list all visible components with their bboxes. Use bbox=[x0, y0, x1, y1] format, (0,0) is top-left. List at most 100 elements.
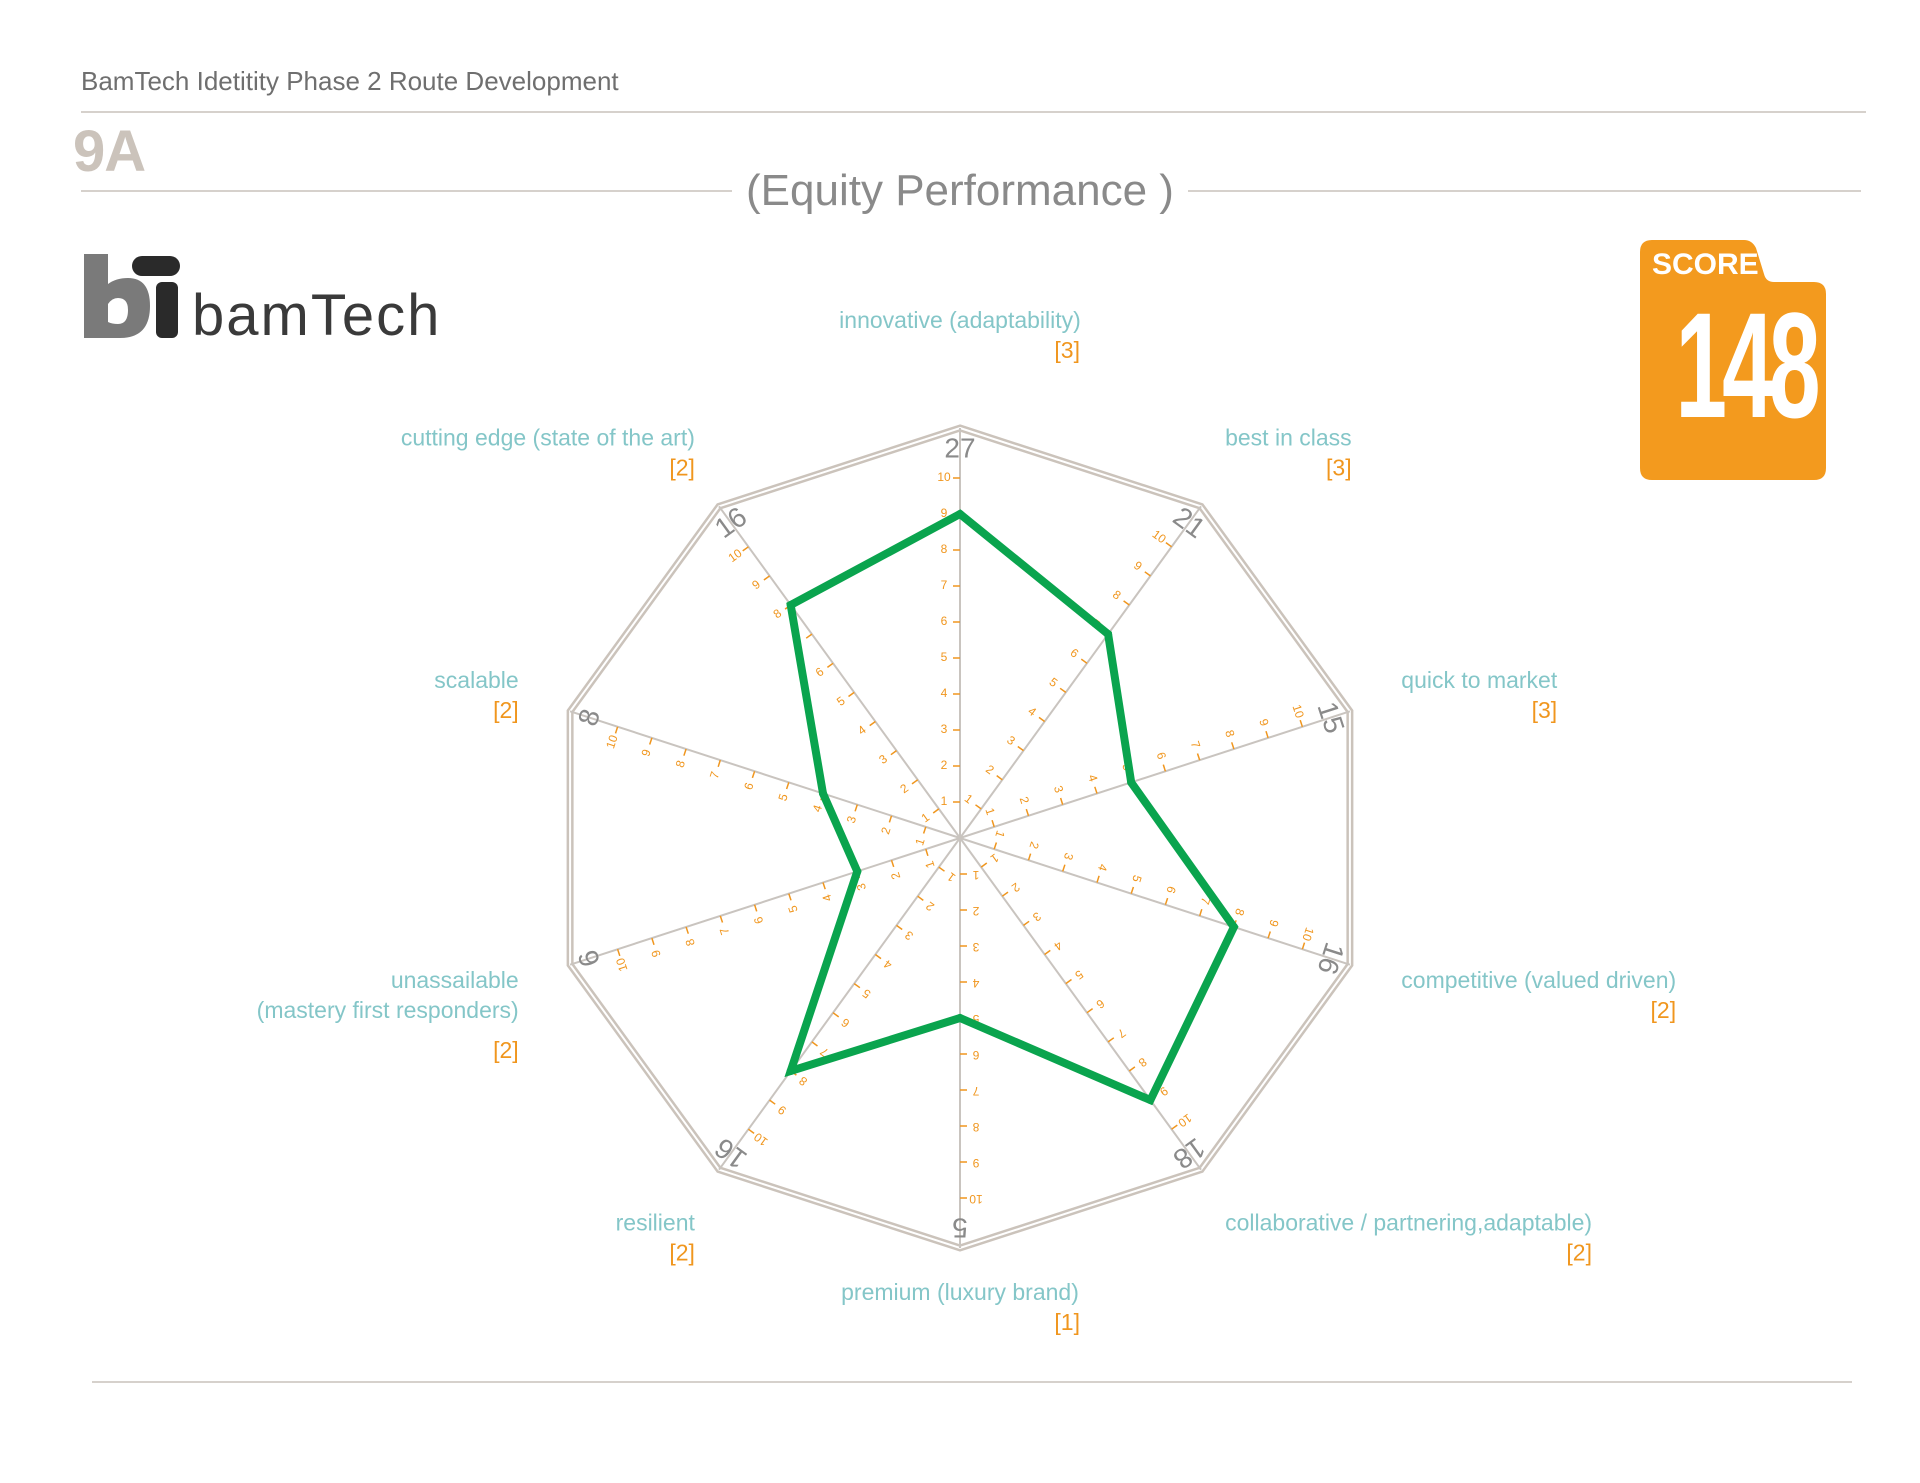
radar-tick-label: 10 bbox=[969, 1192, 983, 1206]
radar-tick-mark bbox=[1144, 571, 1151, 577]
radar-tick-mark bbox=[853, 982, 861, 989]
radar-tick-mark bbox=[1059, 797, 1064, 805]
radar-tick-label: 3 bbox=[854, 881, 869, 892]
radar-tick-label: 6 bbox=[1163, 884, 1178, 895]
radar-axis-line bbox=[718, 837, 961, 1171]
radar-tick-label: 3 bbox=[876, 752, 890, 767]
radar-tick-label: 8 bbox=[1232, 907, 1247, 918]
radar-tick-mark bbox=[811, 1041, 818, 1047]
radar-tick-label: 5 bbox=[972, 1012, 979, 1026]
radar-tick-label: 6 bbox=[813, 664, 827, 679]
radar-axis-name: scalable bbox=[434, 667, 518, 693]
radar-tick-mark bbox=[651, 937, 655, 946]
radar-data-point bbox=[853, 867, 862, 876]
radar-tick-label: 6 bbox=[741, 781, 756, 792]
radar-tick-label: 8 bbox=[972, 1120, 979, 1134]
radar-tick-mark bbox=[747, 1128, 755, 1135]
radar-tick-label: 5 bbox=[1072, 967, 1086, 982]
radar-tick-label: 5 bbox=[1129, 873, 1144, 884]
radar-axis-name: best in class bbox=[1225, 425, 1352, 451]
radar-axis-weight: [3] bbox=[1054, 337, 1080, 363]
radar-tick-mark bbox=[1107, 1037, 1115, 1043]
radar-tick-mark bbox=[1086, 1007, 1094, 1014]
radar-tick-label: 4 bbox=[881, 957, 895, 972]
radar-tick-mark bbox=[1267, 931, 1272, 939]
radar-axis-line bbox=[959, 837, 1351, 966]
radar-tick-mark bbox=[896, 924, 903, 931]
radar-tick-label: 1 bbox=[919, 810, 933, 825]
radar-axis-name: cutting edge (state of the art) bbox=[401, 425, 695, 451]
radar-tick-label: 2 bbox=[897, 781, 911, 796]
radar-tick-label: 4 bbox=[855, 722, 869, 737]
radar-tick-label: 2 bbox=[1017, 795, 1032, 806]
radar-tick-label: 4 bbox=[1025, 704, 1039, 719]
radar-tick-mark bbox=[1017, 745, 1024, 752]
radar-tick-label: 10 bbox=[937, 470, 951, 484]
radar-tick-label: 7 bbox=[717, 926, 732, 937]
radar-tick-mark bbox=[991, 819, 995, 828]
page-id: 9A bbox=[73, 119, 146, 184]
document-title: BamTech Idetitity Phase 2 Route Developm… bbox=[81, 66, 619, 96]
radar-tick-label: 9 bbox=[941, 506, 948, 520]
radar-tick-mark bbox=[805, 633, 813, 639]
radar-tick-mark bbox=[616, 948, 621, 957]
radar-tick-mark bbox=[1038, 716, 1046, 723]
radar-tick-mark bbox=[993, 842, 998, 850]
radar-tick-label: 3 bbox=[1004, 733, 1018, 748]
radar-tick-label: 10 bbox=[603, 733, 621, 750]
radar-tick-mark bbox=[1171, 1124, 1178, 1130]
radar-tick-label: 5 bbox=[834, 693, 848, 708]
radar-tick-label: 9 bbox=[775, 1102, 789, 1117]
chart-title-text: (Equity Performance ) bbox=[732, 166, 1188, 215]
radar-tick-mark bbox=[1299, 719, 1304, 728]
radar-tick-label: 2 bbox=[923, 899, 937, 914]
radar-axis-weight: [2] bbox=[493, 1037, 519, 1063]
radar-tick-mark bbox=[1080, 658, 1088, 664]
radar-tick-mark bbox=[614, 726, 619, 734]
radar-tick-mark bbox=[1230, 742, 1235, 750]
radar-tick-label: 3 bbox=[941, 722, 948, 736]
radar-tick-mark bbox=[1044, 949, 1051, 956]
radar-tick-label: 5 bbox=[775, 792, 790, 803]
radar-tick-mark bbox=[1198, 908, 1203, 917]
radar-tick-label: 8 bbox=[941, 542, 948, 556]
footer-rule bbox=[92, 1381, 1852, 1383]
radar-tick-label: 3 bbox=[844, 814, 859, 825]
header-rule bbox=[81, 111, 1866, 113]
radar-tick-label: 5 bbox=[860, 986, 874, 1001]
radar-tick-mark bbox=[922, 826, 927, 834]
radar-tick-mark bbox=[1196, 753, 1201, 761]
radar-tick-label: 8 bbox=[770, 606, 784, 621]
radar-tick-label: 4 bbox=[1085, 773, 1100, 784]
radar-tick-label: 5 bbox=[1047, 675, 1061, 690]
radar-tick-label: 10 bbox=[1299, 926, 1317, 943]
radar-tick-label: 1 bbox=[944, 869, 958, 884]
radar-tick-mark bbox=[1025, 808, 1030, 817]
radar-axis-line bbox=[959, 837, 1202, 1171]
radar-tick-mark bbox=[874, 953, 882, 960]
radar-tick-label: 3 bbox=[972, 940, 979, 954]
radar-tick-label: 4 bbox=[1051, 938, 1065, 953]
radar-tick-mark bbox=[751, 771, 756, 779]
radar-tick-label: 4 bbox=[1095, 862, 1110, 873]
radar-tick-label: 1 bbox=[988, 851, 1002, 866]
radar-tick-mark bbox=[1130, 886, 1135, 894]
radar-tick-mark bbox=[848, 691, 855, 698]
radar-axis-total: 27 bbox=[944, 432, 975, 463]
radar-axis-weight: [2] bbox=[1651, 997, 1677, 1023]
radar-tick-label: 2 bbox=[1009, 880, 1023, 895]
radar-tick-mark bbox=[888, 815, 893, 823]
radar-tick-label: 6 bbox=[751, 915, 766, 926]
radar-data-point bbox=[956, 1014, 964, 1022]
radar-tick-label: 2 bbox=[888, 870, 903, 881]
radar-tick-label: 6 bbox=[972, 1048, 979, 1062]
radar-tick-mark bbox=[1001, 891, 1009, 897]
radar-tick-label: 2 bbox=[878, 825, 893, 836]
radar-tick-mark bbox=[832, 1012, 840, 1018]
radar-tick-label: 4 bbox=[972, 976, 979, 990]
radar-axis-weight: [2] bbox=[493, 697, 519, 723]
radar-tick-label: 6 bbox=[1068, 646, 1082, 661]
radar-tick-label: 5 bbox=[785, 903, 800, 914]
radar-tick-label: 6 bbox=[1154, 750, 1169, 761]
radar-data-point bbox=[1229, 923, 1238, 931]
